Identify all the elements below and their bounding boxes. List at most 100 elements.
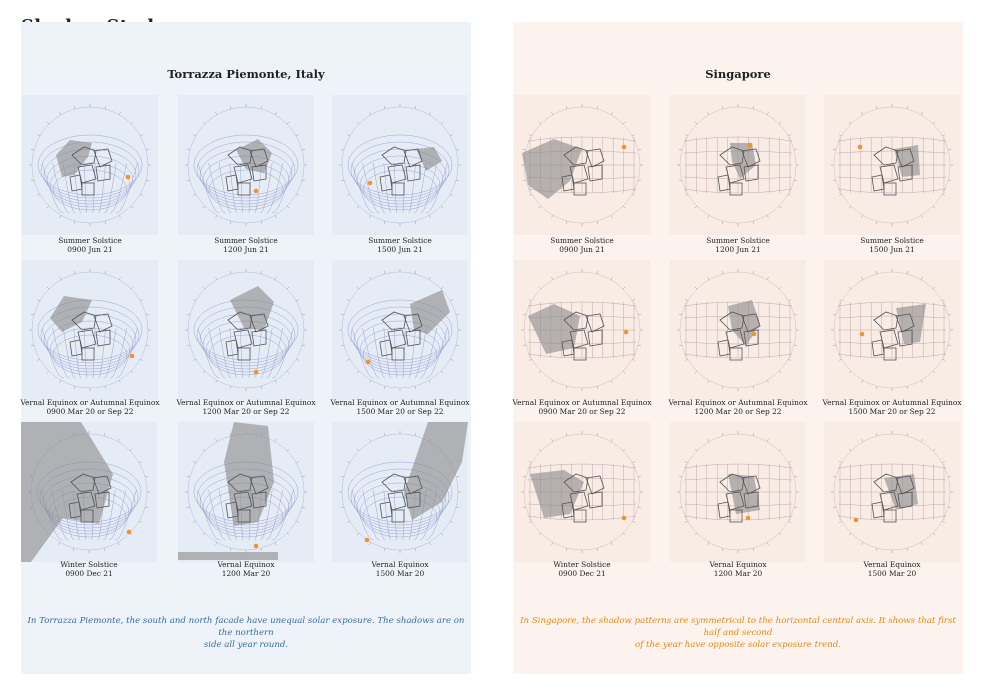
compass-tick: [118, 277, 121, 280]
building-outline: [69, 146, 113, 196]
compass-tick: [529, 358, 532, 361]
compass-tick: [215, 112, 218, 115]
sun-position-marker: [747, 142, 753, 148]
shadow-diagram-cell: Vernal Equinox or Autumnal Equinox 1200 M…: [176, 260, 316, 420]
compass-tick: [229, 547, 232, 551]
compass-tick: [440, 286, 444, 290]
shadow-diagram-svg: [22, 260, 158, 400]
shadow-diagram: [514, 95, 650, 235]
compass-tick: [788, 461, 791, 464]
compass-tick: [942, 193, 945, 196]
compass-tick: [839, 520, 842, 523]
shadow-diagram-cell: Vernal Equinox 1500 Mar 20: [332, 422, 468, 582]
building-outline: [871, 311, 915, 361]
compass-tick: [104, 385, 107, 389]
compass-tick: [440, 370, 444, 374]
shadow-area: [56, 140, 92, 177]
compass-tick: [117, 439, 120, 442]
compass-tick: [721, 547, 724, 551]
compass-tick: [296, 358, 299, 361]
compass-tick: [341, 313, 345, 316]
compass-tick: [341, 148, 345, 151]
sun-position-marker: [745, 515, 751, 521]
cell-time: 1500 Mar 20 or Sep 22: [356, 407, 444, 416]
compass-tick: [932, 286, 936, 290]
compass-tick: [455, 506, 459, 509]
cell-time: 1200 Jun 21: [715, 245, 761, 254]
compass-tick: [766, 112, 769, 115]
compass-tick: [632, 358, 635, 361]
compass-tick: [839, 461, 842, 464]
compass-tick: [428, 380, 431, 383]
compass-tick: [766, 439, 769, 442]
compass-tick: [766, 277, 769, 280]
compass-tick: [144, 506, 148, 509]
compass-tick: [260, 106, 263, 110]
compass-tick: [920, 112, 923, 115]
cell-label: Vernal Equinox: [371, 560, 429, 569]
compass-tick: [942, 461, 945, 464]
compass-tick: [679, 179, 683, 182]
compass-tick: [947, 313, 951, 316]
compass-tick: [347, 358, 350, 361]
compass-tick: [565, 433, 568, 437]
compass-tick: [383, 106, 386, 110]
panel-title: Singapore: [705, 67, 771, 81]
compass-tick: [104, 106, 107, 110]
compass-tick: [551, 112, 554, 115]
compass-tick: [286, 205, 290, 209]
compass-tick: [130, 121, 134, 125]
panel-title: Torrazza Piemonte, Italy: [167, 67, 325, 81]
cell-time: 0900 Dec 21: [558, 569, 606, 578]
compass-tick: [414, 106, 417, 110]
compass-tick: [440, 532, 444, 536]
compass-tick: [383, 385, 386, 389]
compass-tick: [369, 215, 372, 218]
compass-tick: [103, 433, 106, 437]
compass-tick: [632, 520, 635, 523]
compass-tick: [610, 112, 613, 115]
sun-path-grid: [837, 301, 947, 359]
shadow-diagram-svg: [332, 422, 468, 562]
compass-tick: [193, 358, 196, 361]
compass-tick: [906, 220, 909, 224]
compass-tick: [679, 475, 683, 478]
compass-tick: [274, 277, 277, 280]
compass-tick: [752, 433, 755, 437]
compass-tick: [529, 299, 532, 302]
cell-label: Summer Solstice: [368, 236, 432, 245]
shadow-diagram: [332, 260, 468, 400]
compass-tick: [538, 205, 542, 209]
building-outline: [225, 473, 269, 523]
compass-tick: [341, 475, 345, 478]
shadow-diagram: [824, 422, 960, 562]
compass-tick: [215, 439, 218, 442]
caption-line: In Singapore, the shadow patterns are sy…: [520, 616, 956, 638]
shadow-diagram: [21, 422, 157, 562]
shadow-diagram: [824, 95, 960, 235]
compass-tick: [932, 532, 936, 536]
compass-tick: [450, 193, 453, 196]
compass-tick: [679, 506, 683, 509]
compass-tick: [356, 205, 360, 209]
compass-tick: [301, 148, 305, 151]
compass-tick: [73, 385, 76, 389]
compass-tick: [341, 344, 345, 347]
compass-tick: [752, 271, 755, 275]
compass-tick: [622, 532, 626, 536]
shadow-diagram-cell: Summer Solstice 1500 Jun 21: [332, 95, 468, 255]
compass-tick: [369, 439, 372, 442]
compass-tick: [347, 520, 350, 523]
shadow-diagram-cell: Winter Solstice 0900 Dec 21: [21, 422, 157, 582]
shadow-diagram-cell: Summer Solstice 0900 Jun 21: [22, 95, 158, 255]
compass-tick: [778, 286, 782, 290]
cell-label: Vernal Equinox or Autumnal Equinox: [176, 398, 316, 407]
compass-tick: [861, 542, 864, 545]
sun-position-marker: [253, 543, 259, 549]
shadow-area: [730, 143, 756, 179]
compass-tick: [793, 475, 797, 478]
compass-tick: [260, 385, 263, 389]
compass-tick: [861, 439, 864, 442]
compass-tick: [286, 532, 290, 536]
compass-tick: [596, 106, 599, 110]
